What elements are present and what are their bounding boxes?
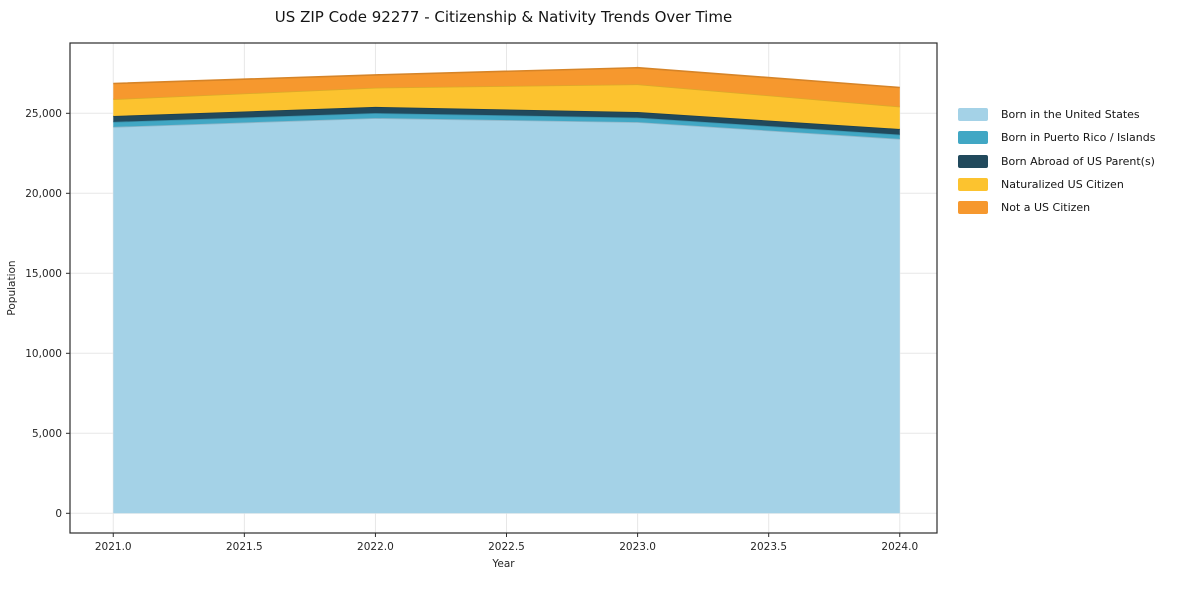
legend-label: Not a US Citizen: [1001, 201, 1091, 215]
legend-item-not-citizen: Not a US Citizen: [958, 196, 1155, 219]
svg-text:2021.5: 2021.5: [226, 541, 263, 553]
legend: Born in the United States Born in Puerto…: [958, 103, 1155, 219]
legend-swatch-not-citizen: [958, 201, 988, 215]
svg-text:2023.5: 2023.5: [750, 541, 787, 553]
svg-text:10,000: 10,000: [25, 348, 62, 360]
svg-text:20,000: 20,000: [25, 188, 62, 200]
legend-swatch-naturalized: [958, 178, 988, 192]
chart-title: US ZIP Code 92277 - Citizenship & Nativi…: [274, 8, 733, 26]
svg-text:25,000: 25,000: [25, 108, 62, 120]
svg-text:2021.0: 2021.0: [95, 541, 132, 553]
svg-text:2022.5: 2022.5: [488, 541, 525, 553]
legend-item-puerto-rico: Born in Puerto Rico / Islands: [958, 126, 1155, 149]
svg-text:2023.0: 2023.0: [619, 541, 656, 553]
svg-text:2022.0: 2022.0: [357, 541, 394, 553]
legend-swatch-born-abroad: [958, 154, 988, 168]
legend-item-born-us: Born in the United States: [958, 103, 1155, 126]
svg-text:2024.0: 2024.0: [881, 541, 918, 553]
legend-swatch-born-us: [958, 108, 988, 122]
legend-label: Born in Puerto Rico / Islands: [1001, 131, 1156, 145]
svg-text:5,000: 5,000: [32, 428, 62, 440]
legend-label: Born in the United States: [1001, 108, 1140, 122]
legend-label: Naturalized US Citizen: [1001, 178, 1124, 192]
svg-text:0: 0: [55, 508, 62, 520]
legend-label: Born Abroad of US Parent(s): [1001, 154, 1155, 168]
x-axis-label: Year: [492, 558, 515, 570]
legend-item-born-abroad: Born Abroad of US Parent(s): [958, 150, 1155, 173]
legend-item-naturalized: Naturalized US Citizen: [958, 173, 1155, 196]
svg-text:15,000: 15,000: [25, 268, 62, 280]
legend-swatch-puerto-rico: [958, 131, 988, 145]
